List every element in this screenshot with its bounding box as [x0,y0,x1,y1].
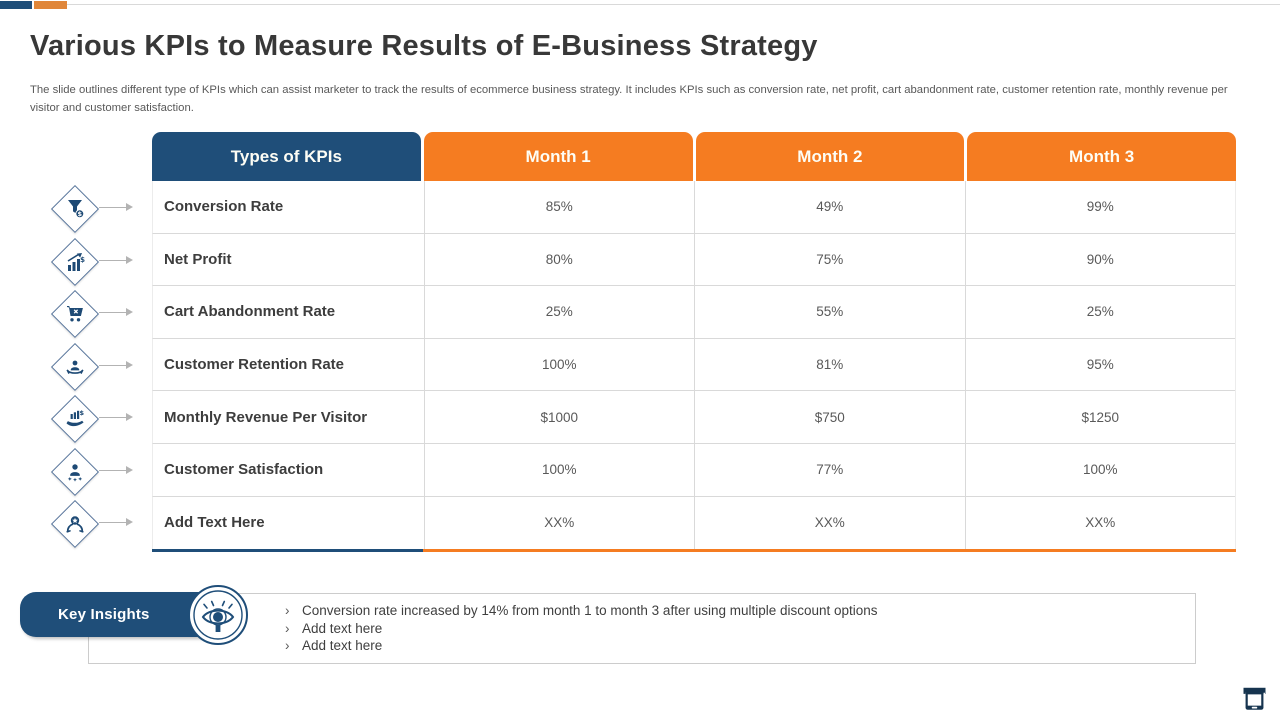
award-hands-icon [66,516,84,533]
cell-value: $750 [694,391,965,443]
svg-text:$: $ [80,409,85,417]
header-month-3: Month 3 [967,132,1236,181]
svg-text:$: $ [78,210,83,218]
connector-arrow [99,203,133,211]
table-row: Customer Retention Rate 100% 81% 95% [152,338,1236,392]
connector-arrow [99,518,133,526]
list-item: › Add text here [285,637,878,655]
cell-value: 25% [423,286,695,338]
revenue-hand-icon: $ [66,409,85,427]
connector-arrow [99,361,133,369]
table-row: Cart Abandonment Rate 25% 55% 25% [152,286,1235,339]
cell-value: 55% [694,286,965,338]
row-label: Customer Retention Rate [164,356,345,374]
key-insights-box [88,593,1196,664]
cell-value: $1250 [964,391,1236,443]
accent-bar-orange [34,1,67,9]
kpi-table: Types of KPIs Month 1 Month 2 Month 3 Co… [152,132,1236,550]
conversion-funnel-icon: $ [68,200,85,219]
cart-abandonment-icon [67,306,83,322]
kpi-diamond-monthly-revenue: $ [49,393,101,445]
table-footer-rule-orange [423,549,1236,552]
page-title: Various KPIs to Measure Results of E-Bus… [30,30,818,62]
table-row: Customer Satisfaction 100% 77% 100% [152,443,1236,497]
cell-value: $1000 [423,391,695,443]
kpi-diamond-customer-satisfaction [49,446,101,498]
cell-value: 25% [964,286,1236,338]
row-label: Conversion Rate [164,198,284,216]
table-row: Monthly Revenue Per Visitor $1000 $750 $… [152,391,1235,444]
table-row: Net Profit 80% 75% 90% [152,233,1236,287]
cell-value: XX% [423,496,695,550]
cell-value: 81% [694,338,965,391]
cell-value: 100% [423,443,695,496]
list-item: › Add text here [285,620,878,638]
accent-bar-navy [0,1,32,9]
page-subtitle: The slide outlines different type of KPI… [30,84,1228,114]
row-label: Customer Satisfaction [164,461,324,479]
kpi-diamond-cart-abandonment [49,288,101,340]
header-month-1: Month 1 [423,132,693,181]
kpi-diamond-net-profit: $ [49,236,101,288]
header-types-of-kpis: Types of KPIs [152,132,421,181]
cell-value: 100% [964,443,1236,496]
kpi-table-body: Conversion Rate 85% 49% 99% Net Profit 8… [152,181,1236,550]
bullet-chevron: › [285,620,290,636]
row-label: Monthly Revenue Per Visitor [164,408,368,426]
bullet-chevron: › [285,638,290,653]
cell-value: 85% [423,181,695,233]
table-row: Add Text Here XX% XX% XX% [152,496,1236,550]
row-label: Add Text Here [164,514,265,532]
bullet-chevron: › [285,603,290,618]
cell-value: 75% [694,233,965,286]
header-month-2: Month 2 [695,132,965,181]
svg-text:$: $ [80,256,85,264]
profit-growth-icon: $ [67,253,85,271]
insight-eye-icon [188,585,248,645]
customer-retention-icon [66,360,84,374]
kpi-diamond-add-text [49,498,101,550]
list-item: › Conversion rate increased by 14% from … [285,602,878,620]
connector-arrow [99,256,133,264]
cell-value: XX% [964,496,1236,550]
connector-arrow [99,413,133,421]
cell-value: 77% [694,443,965,496]
cell-value: XX% [694,496,965,550]
cell-value: 99% [964,181,1236,233]
cell-value: 90% [964,233,1236,286]
storefront-icon [1243,687,1266,710]
key-insights-label: Key Insights [58,606,150,623]
insight-text: Conversion rate increased by 14% from mo… [302,603,878,618]
table-row: Conversion Rate 85% 49% 99% [152,181,1235,234]
top-divider-line [66,4,1280,5]
key-insights-list: › Conversion rate increased by 14% from … [285,602,878,655]
row-label: Cart Abandonment Rate [164,303,336,321]
insight-text: Add text here [302,620,383,636]
kpi-diamond-conversion: $ [49,183,101,235]
kpi-table-header-row: Types of KPIs Month 1 Month 2 Month 3 [152,132,1236,181]
cell-value: 100% [423,338,695,391]
cell-value: 95% [964,338,1236,391]
cell-value: 49% [694,181,965,233]
insight-text: Add text here [302,638,383,653]
cell-value: 80% [423,233,695,286]
customer-satisfaction-icon [67,464,83,482]
connector-arrow [99,308,133,316]
kpi-diamond-customer-retention [49,341,101,393]
connector-arrow [99,466,133,474]
row-label: Net Profit [164,250,232,268]
table-footer-rule-navy [152,549,423,552]
